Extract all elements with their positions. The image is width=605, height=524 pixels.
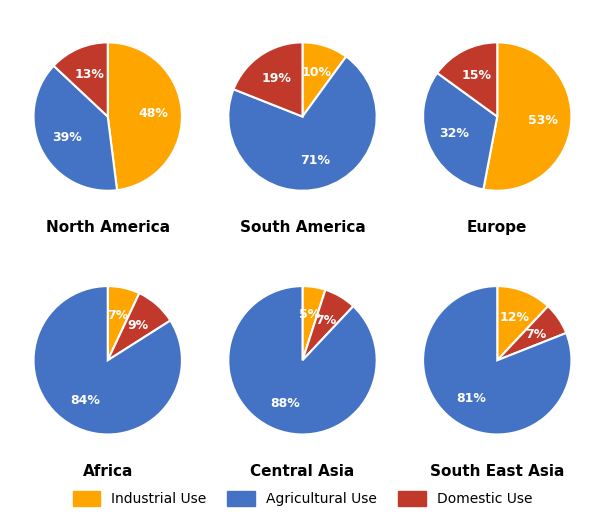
Wedge shape [302, 286, 325, 361]
Text: 7%: 7% [315, 314, 336, 327]
Wedge shape [234, 42, 302, 116]
Text: 9%: 9% [128, 319, 149, 332]
Text: 15%: 15% [462, 69, 491, 82]
Wedge shape [33, 286, 182, 434]
Text: 71%: 71% [300, 154, 330, 167]
Title: Europe: Europe [467, 221, 528, 235]
Wedge shape [423, 73, 497, 190]
Text: 7%: 7% [107, 309, 128, 322]
Wedge shape [302, 290, 353, 361]
Text: 88%: 88% [270, 397, 301, 410]
Text: 5%: 5% [299, 308, 320, 321]
Text: 19%: 19% [262, 72, 292, 85]
Title: South America: South America [240, 221, 365, 235]
Wedge shape [228, 57, 377, 191]
Text: 32%: 32% [440, 127, 469, 140]
Text: 10%: 10% [302, 67, 332, 79]
Title: Africa: Africa [82, 464, 133, 479]
Text: 53%: 53% [528, 114, 558, 127]
Wedge shape [437, 42, 497, 116]
Title: Central Asia: Central Asia [250, 464, 355, 479]
Wedge shape [108, 293, 171, 361]
Wedge shape [302, 42, 346, 116]
Text: 39%: 39% [52, 131, 82, 144]
Text: 12%: 12% [499, 311, 529, 324]
Text: 7%: 7% [525, 328, 546, 341]
Text: 13%: 13% [74, 68, 105, 81]
Text: 81%: 81% [456, 392, 486, 405]
Wedge shape [108, 42, 182, 190]
Wedge shape [497, 306, 566, 361]
Title: North America: North America [46, 221, 170, 235]
Title: South East Asia: South East Asia [430, 464, 564, 479]
Wedge shape [497, 286, 548, 361]
Wedge shape [108, 286, 139, 361]
Text: 84%: 84% [71, 394, 100, 407]
Legend: Industrial Use, Agricultural Use, Domestic Use: Industrial Use, Agricultural Use, Domest… [67, 486, 538, 512]
Wedge shape [483, 42, 572, 191]
Wedge shape [423, 286, 572, 434]
Text: 48%: 48% [139, 107, 169, 120]
Wedge shape [33, 66, 117, 191]
Wedge shape [228, 286, 377, 434]
Wedge shape [54, 42, 108, 116]
